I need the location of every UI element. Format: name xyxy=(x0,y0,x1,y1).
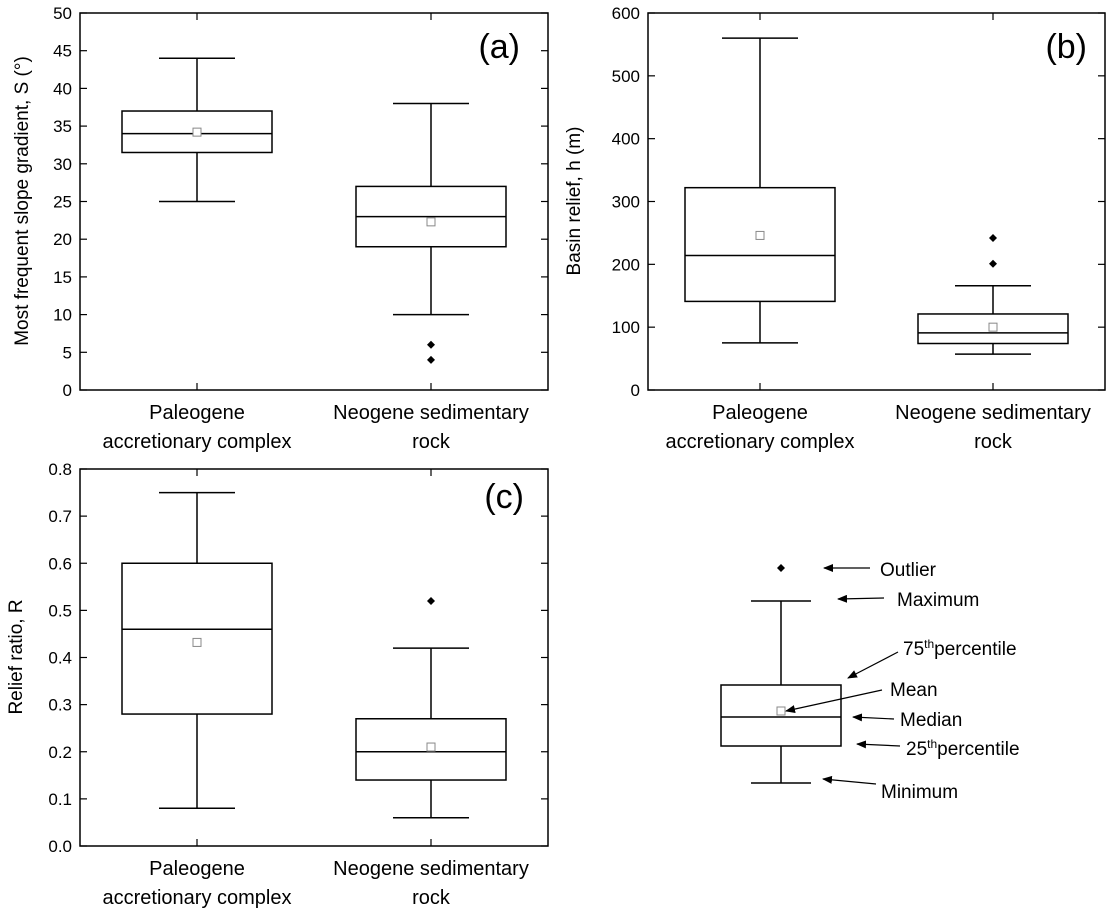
panel-a-ylabel: Most frequent slope gradient, S (°) xyxy=(12,56,33,346)
legend-75th-label: 75thpercentile xyxy=(903,637,1017,660)
panel-b-series-2-box xyxy=(917,313,1069,345)
panel-b-series-2-mean-marker xyxy=(988,322,998,332)
panel-b-series-1-box xyxy=(684,186,836,303)
panel-a-chart: (a) 0 5 10 15 20 25 30 35 40 45 50 Most frequent sl… xyxy=(12,4,549,453)
panel-a-plot-frame xyxy=(79,12,549,391)
panel-c-series-2-box xyxy=(355,718,507,781)
panel-c-ytick-label: 0.7 xyxy=(48,507,72,526)
panel-a-category-label: Paleogene xyxy=(149,402,245,424)
legend-arrow-mean xyxy=(785,689,883,713)
panel-b-chart: (b) 0 100 200 300 400 500 600 Basin relief, h (… xyxy=(564,4,1106,453)
legend-arrow-25th xyxy=(856,740,901,749)
panel-b-ylabel: Basin relief, h (m) xyxy=(564,127,585,276)
legend-outlier-label: Outlier xyxy=(880,560,937,581)
panel-a-ytick-label: 40 xyxy=(53,79,72,98)
legend-mean-label: Mean xyxy=(890,680,938,701)
legend-minimum-label: Minimum xyxy=(881,782,958,803)
panel-a-series-2-outlier-marker xyxy=(427,340,435,349)
panel-a-ytick-label: 50 xyxy=(53,4,72,23)
legend-arrow-median xyxy=(852,713,895,722)
panel-c-series-2-mean-marker xyxy=(426,742,436,752)
legend-arrow-minimum xyxy=(822,775,877,785)
panel-a-ytick-label: 35 xyxy=(53,117,72,136)
panel-b-category-label: rock xyxy=(974,431,1013,453)
legend-arrow-maximum xyxy=(837,594,885,603)
panel-a-category-label: rock xyxy=(412,431,451,453)
panel-b-category-label: Neogene sedimentary xyxy=(895,402,1091,424)
panel-c-ytick-label: 0.6 xyxy=(48,554,72,573)
panel-b-series-1-mean-marker xyxy=(755,230,765,240)
panel-a-series-1-box xyxy=(121,110,273,154)
panel-a-ytick-label: 5 xyxy=(63,343,72,362)
legend-arrow-75th xyxy=(847,651,899,679)
panel-a-category-label: accretionary complex xyxy=(103,431,292,453)
panel-a-series-2-mean-marker xyxy=(426,217,436,227)
panel-c-ylabel: Relief ratio, R xyxy=(6,599,27,714)
legend-mean-marker xyxy=(776,706,786,716)
panel-b-ytick-label: 400 xyxy=(612,130,640,149)
panel-c-chart: (c) 0.0 0.1 0.2 0.3 0.4 0.5 0.6 0.7 0.8 Relief ra… xyxy=(6,460,549,909)
panel-b-ytick-label: 200 xyxy=(612,255,640,274)
panel-a-series-1-mean-marker xyxy=(192,127,202,137)
panel-c-ytick-label: 0.8 xyxy=(48,460,72,479)
panel-c-ytick-label: 0.3 xyxy=(48,696,72,715)
panel-c-ytick-label: 0.1 xyxy=(48,790,72,809)
legend-maximum-label: Maximum xyxy=(897,590,979,611)
panel-b-label: (b) xyxy=(1045,28,1087,66)
panel-c-ytick-label: 0.4 xyxy=(48,649,72,668)
panel-a-label: (a) xyxy=(478,28,520,66)
panel-c-category-label: Paleogene xyxy=(149,858,245,880)
panel-b-ytick-label: 100 xyxy=(612,318,640,337)
panel-a-category-label: Neogene sedimentary xyxy=(333,402,529,424)
panel-b-ytick-label: 500 xyxy=(612,67,640,86)
panel-a-ytick-label: 30 xyxy=(53,155,72,174)
panel-a-ytick-label: 20 xyxy=(53,230,72,249)
panel-c-plot-frame xyxy=(79,468,549,847)
panel-b-ytick-label: 300 xyxy=(612,193,640,212)
legend-25th-label: 25thpercentile xyxy=(906,737,1020,760)
box-plot-legend: Outlier Maximum 75thpercentile Mean Medi… xyxy=(720,560,1020,803)
panel-b-series-2-outlier-marker xyxy=(989,259,997,268)
panel-b-category-label: accretionary complex xyxy=(666,431,855,453)
panel-c-category-label: accretionary complex xyxy=(103,887,292,909)
panel-c-series-2-outlier-marker xyxy=(427,596,435,605)
panel-b-ytick-label: 0 xyxy=(631,381,640,400)
panel-c-series-1-box xyxy=(121,562,273,715)
panel-a-ytick-label: 45 xyxy=(53,42,72,61)
panel-c-ytick-label: 0.0 xyxy=(48,837,72,856)
panel-c-category-label: rock xyxy=(412,887,451,909)
legend-outlier-marker xyxy=(777,564,785,572)
panel-c-category-label: Neogene sedimentary xyxy=(333,858,529,880)
panel-a-ytick-label: 0 xyxy=(63,381,72,400)
panel-c-ytick-label: 0.5 xyxy=(48,601,72,620)
panel-a-ytick-label: 10 xyxy=(53,306,72,325)
panel-b-category-label: Paleogene xyxy=(712,402,808,424)
panel-a-ytick-label: 25 xyxy=(53,193,72,212)
panel-b-ytick-label: 600 xyxy=(612,4,640,23)
legend-box xyxy=(720,684,842,747)
panel-a-ytick-label: 15 xyxy=(53,268,72,287)
panel-c-label: (c) xyxy=(484,478,524,516)
legend-median-label: Median xyxy=(900,710,962,731)
panel-b-series-2-outlier-marker xyxy=(989,233,997,242)
panel-c-ytick-label: 0.2 xyxy=(48,743,72,762)
panel-a-series-2-outlier-marker xyxy=(427,355,435,364)
panel-c-series-1-mean-marker xyxy=(192,637,202,647)
